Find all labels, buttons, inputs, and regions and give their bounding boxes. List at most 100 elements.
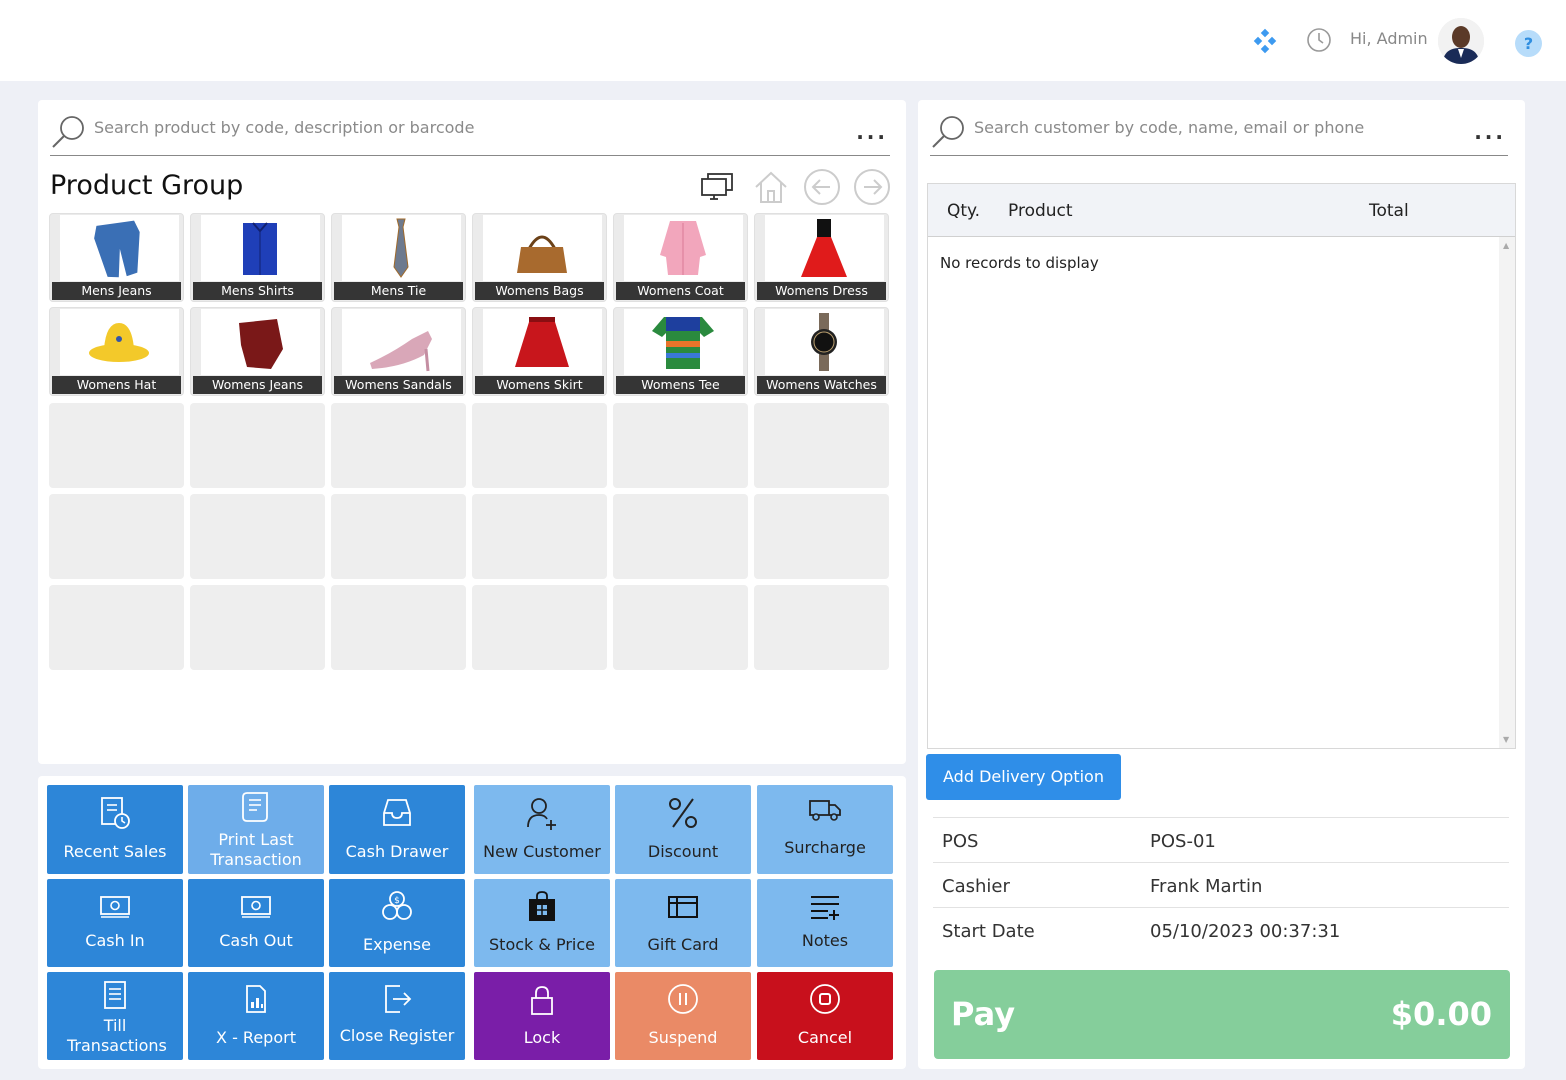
apps-icon[interactable] bbox=[1252, 28, 1278, 54]
gift-card-icon bbox=[668, 896, 698, 918]
help-icon[interactable]: ? bbox=[1515, 30, 1542, 57]
gift-card-button[interactable]: Gift Card bbox=[615, 879, 751, 967]
x-report-button[interactable]: X - Report bbox=[188, 972, 324, 1060]
button-label: Stock & Price bbox=[489, 935, 595, 954]
product-tile-womens-tee[interactable]: Womens Tee bbox=[613, 307, 748, 396]
product-label: Mens Tie bbox=[334, 282, 463, 300]
button-label: Cash In bbox=[85, 931, 145, 950]
cash-in-button[interactable]: Cash In bbox=[47, 879, 183, 967]
receipt-icon bbox=[242, 792, 268, 822]
home-icon[interactable] bbox=[752, 168, 790, 206]
scroll-up-arrow[interactable]: ▲ bbox=[1503, 241, 1510, 250]
cashier-value: Frank Martin bbox=[1150, 876, 1263, 897]
scroll-down-arrow[interactable]: ▼ bbox=[1503, 735, 1510, 744]
empty-tile bbox=[472, 403, 607, 488]
suspend-button[interactable]: Suspend bbox=[615, 972, 751, 1060]
expense-button[interactable]: $ Expense bbox=[329, 879, 465, 967]
cash-drawer-button[interactable]: Cash Drawer bbox=[329, 785, 465, 874]
customer-search-bar: ... bbox=[930, 100, 1508, 156]
empty-tile bbox=[190, 494, 325, 579]
cart-scrollbar[interactable]: ▲ ▼ bbox=[1499, 237, 1515, 748]
womens-coat-image bbox=[624, 215, 743, 281]
coins-icon: $ bbox=[382, 891, 412, 920]
action-panel: Recent Sales Print Last Transaction Cash… bbox=[38, 776, 906, 1069]
button-label: New Customer bbox=[483, 842, 601, 861]
product-search-input[interactable] bbox=[94, 118, 794, 137]
report-icon bbox=[246, 985, 266, 1013]
button-label: Notes bbox=[801, 931, 849, 950]
more-options-icon[interactable]: ... bbox=[856, 120, 888, 144]
mens-jeans-image bbox=[60, 215, 179, 281]
empty-tile bbox=[754, 403, 889, 488]
empty-tile bbox=[754, 585, 889, 670]
product-tile-womens-watches[interactable]: Womens Watches bbox=[754, 307, 889, 396]
surcharge-button[interactable]: Surcharge bbox=[757, 785, 893, 874]
button-label: Print Last Transaction bbox=[210, 830, 302, 869]
product-label: Womens Bags bbox=[475, 282, 604, 300]
till-transactions-button[interactable]: Till Transactions bbox=[47, 972, 183, 1060]
column-header-total[interactable]: Total bbox=[1369, 201, 1409, 221]
cashier-row: Cashier Frank Martin bbox=[933, 862, 1509, 907]
button-label: Close Register bbox=[339, 1026, 455, 1045]
product-tile-womens-jeans[interactable]: Womens Jeans bbox=[190, 307, 325, 396]
cash-drawer-icon bbox=[383, 799, 411, 826]
empty-tile bbox=[49, 403, 184, 488]
pause-icon bbox=[668, 984, 698, 1014]
product-label: Womens Dress bbox=[757, 282, 886, 300]
customer-search-input[interactable] bbox=[974, 118, 1454, 137]
column-header-product[interactable]: Product bbox=[1008, 201, 1073, 221]
user-greeting: Hi, Admin bbox=[1350, 29, 1428, 48]
mens-tie-image bbox=[342, 215, 461, 281]
history-icon[interactable] bbox=[1306, 27, 1332, 53]
product-tile-mens-shirts[interactable]: Mens Shirts bbox=[190, 213, 325, 302]
display-icon[interactable] bbox=[700, 168, 736, 204]
product-tile-mens-tie[interactable]: Mens Tie bbox=[331, 213, 466, 302]
start-date-row: Start Date 05/10/2023 00:37:31 bbox=[933, 907, 1509, 952]
close-register-button[interactable]: Close Register bbox=[329, 972, 465, 1060]
add-user-icon bbox=[527, 798, 556, 830]
product-tile-womens-coat[interactable]: Womens Coat bbox=[613, 213, 748, 302]
column-header-qty[interactable]: Qty. bbox=[947, 201, 981, 221]
add-delivery-option-button[interactable]: Add Delivery Option bbox=[926, 754, 1121, 800]
notes-button[interactable]: Notes bbox=[757, 879, 893, 967]
cart-panel: ... Qty. Product Total No records to dis… bbox=[918, 100, 1525, 1069]
cash-out-button[interactable]: Cash Out bbox=[188, 879, 324, 967]
forward-arrow-icon[interactable] bbox=[853, 168, 891, 206]
product-label: Womens Sandals bbox=[334, 376, 463, 394]
back-arrow-icon[interactable] bbox=[803, 168, 841, 206]
product-tile-womens-dress[interactable]: Womens Dress bbox=[754, 213, 889, 302]
womens-sandals-image bbox=[342, 309, 461, 375]
cart-table-header: Qty. Product Total bbox=[928, 184, 1515, 237]
womens-hat-image bbox=[60, 309, 179, 375]
product-tile-mens-jeans[interactable]: Mens Jeans bbox=[49, 213, 184, 302]
recent-sales-icon bbox=[101, 797, 130, 829]
start-date-label: Start Date bbox=[942, 921, 1035, 942]
print-last-transaction-button[interactable]: Print Last Transaction bbox=[188, 785, 324, 874]
empty-tile bbox=[190, 585, 325, 670]
product-tile-womens-sandals[interactable]: Womens Sandals bbox=[331, 307, 466, 396]
button-label: Suspend bbox=[648, 1028, 718, 1047]
product-label: Mens Jeans bbox=[52, 282, 181, 300]
mens-shirts-image bbox=[201, 215, 320, 281]
more-options-icon[interactable]: ... bbox=[1474, 120, 1506, 144]
recent-sales-button[interactable]: Recent Sales bbox=[47, 785, 183, 874]
money-icon bbox=[100, 896, 130, 918]
product-tile-womens-skirt[interactable]: Womens Skirt bbox=[472, 307, 607, 396]
product-tile-womens-bags[interactable]: Womens Bags bbox=[472, 213, 607, 302]
pos-row: POS POS-01 bbox=[933, 817, 1509, 862]
new-customer-button[interactable]: New Customer bbox=[474, 785, 610, 874]
stock-price-button[interactable]: Stock & Price bbox=[474, 879, 610, 967]
product-label: Womens Watches bbox=[757, 376, 886, 394]
user-avatar[interactable] bbox=[1438, 18, 1484, 64]
product-tile-womens-hat[interactable]: Womens Hat bbox=[49, 307, 184, 396]
empty-tile bbox=[754, 494, 889, 579]
product-label: Womens Skirt bbox=[475, 376, 604, 394]
lock-button[interactable]: Lock bbox=[474, 972, 610, 1060]
button-label: Cash Drawer bbox=[345, 842, 449, 861]
pay-button[interactable]: Pay $0.00 bbox=[934, 970, 1510, 1059]
cancel-button[interactable]: Cancel bbox=[757, 972, 893, 1060]
empty-tile bbox=[613, 585, 748, 670]
product-label: Mens Shirts bbox=[193, 282, 322, 300]
discount-button[interactable]: Discount bbox=[615, 785, 751, 874]
start-date-value: 05/10/2023 00:37:31 bbox=[1150, 921, 1341, 942]
